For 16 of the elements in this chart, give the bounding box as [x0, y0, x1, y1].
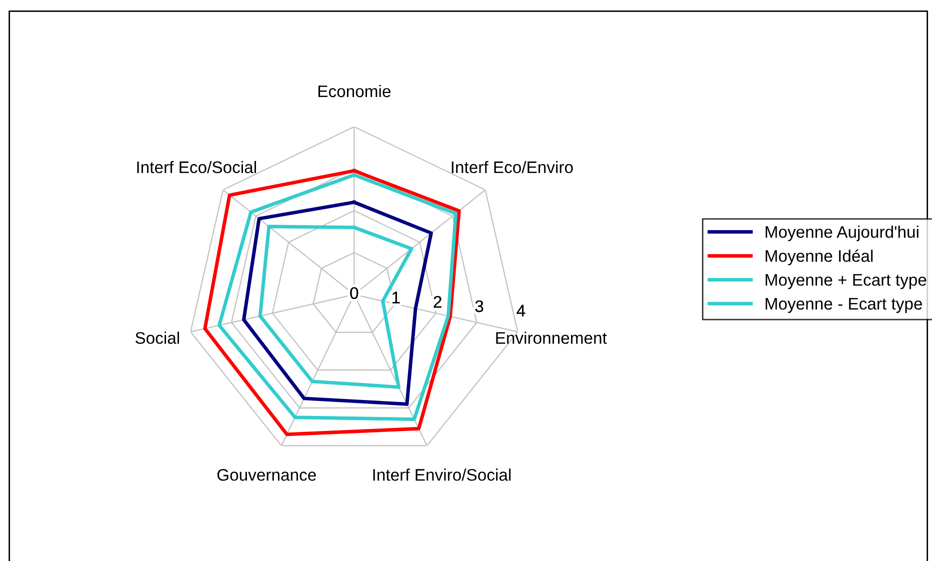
- y-tick-label: 2: [434, 296, 442, 308]
- spoke-label: Social: [135, 332, 180, 344]
- spoke-label: Gouvernance: [217, 469, 316, 481]
- legend-label: Moyenne Idéal: [766, 249, 873, 266]
- spoke-label: Economie: [318, 84, 390, 98]
- y-tick-label: 4: [516, 304, 526, 316]
- y-tick-label: 0: [350, 287, 358, 299]
- y-tick-label: 3: [475, 300, 484, 312]
- legend-label: Moyenne Aujourd'hui: [766, 226, 918, 242]
- spoke-label: Environnement: [496, 332, 607, 344]
- legend-label: Moyenne - Ecart type: [766, 298, 922, 313]
- legend-label: Moyenne + Ecart type: [766, 274, 926, 290]
- spoke-label: Interf Eco/Enviro: [452, 160, 573, 174]
- spoke-label: Interf Eco/Social: [137, 160, 256, 174]
- spoke-label: Interf Enviro/Social: [373, 468, 511, 481]
- y-tick-label: 1: [392, 292, 400, 304]
